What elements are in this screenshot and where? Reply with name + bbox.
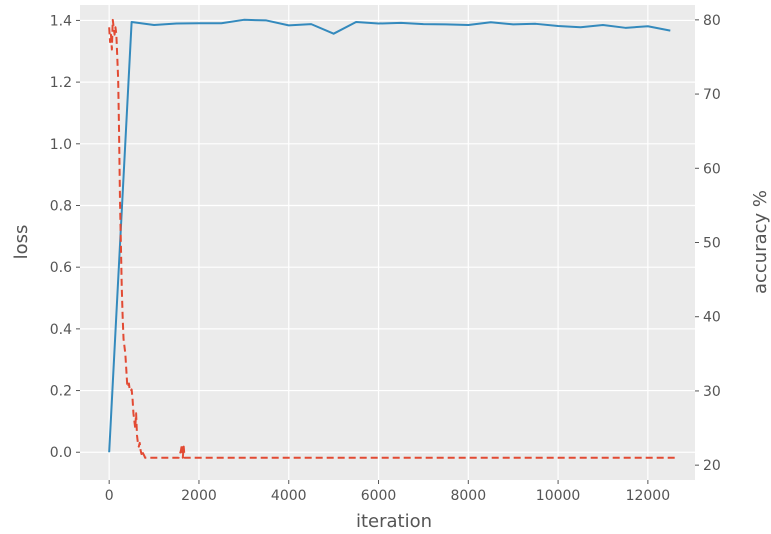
x-tick-label: 4000 — [271, 488, 307, 504]
y-tick-label: 0.4 — [50, 322, 72, 338]
x-tick-label: 2000 — [181, 488, 217, 504]
plot-area — [80, 5, 695, 480]
x-tick-label: 12000 — [626, 488, 671, 504]
y-tick-label: 0.2 — [50, 384, 72, 400]
x-axis-label: iteration — [356, 511, 432, 532]
x-tick-label: 10000 — [536, 488, 581, 504]
y2-tick-label: 70 — [703, 87, 721, 103]
y-tick-label: 1.2 — [50, 75, 72, 91]
x-tick-label: 0 — [105, 488, 114, 504]
grid-lines — [80, 5, 695, 480]
y2-tick-label: 60 — [703, 161, 721, 177]
x-tick-label: 8000 — [450, 488, 486, 504]
y-tick-label: 1.0 — [50, 137, 72, 153]
y-tick-label: 0.8 — [50, 198, 72, 214]
y2-tick-label: 30 — [703, 384, 721, 400]
y-tick-label: 0.6 — [50, 260, 72, 276]
y-tick-label: 0.0 — [50, 445, 72, 461]
y2-tick-label: 20 — [703, 458, 721, 474]
series-layer — [108, 18, 675, 459]
y-axis-label: loss — [11, 225, 32, 260]
tick-labels: 0 2000 4000 6000 8000 10000 12000 0.0 0.2 0.4 0.6 0… — [50, 13, 721, 504]
loss-series-line — [108, 18, 671, 453]
accuracy-series-line — [108, 18, 675, 459]
y2-tick-label: 40 — [703, 310, 721, 326]
y2-tick-label: 80 — [703, 13, 721, 29]
y2-axis-label: accuracy % — [750, 190, 771, 294]
x-tick-label: 6000 — [361, 488, 397, 504]
y-tick-label: 1.4 — [50, 13, 72, 29]
y2-tick-label: 50 — [703, 236, 721, 252]
